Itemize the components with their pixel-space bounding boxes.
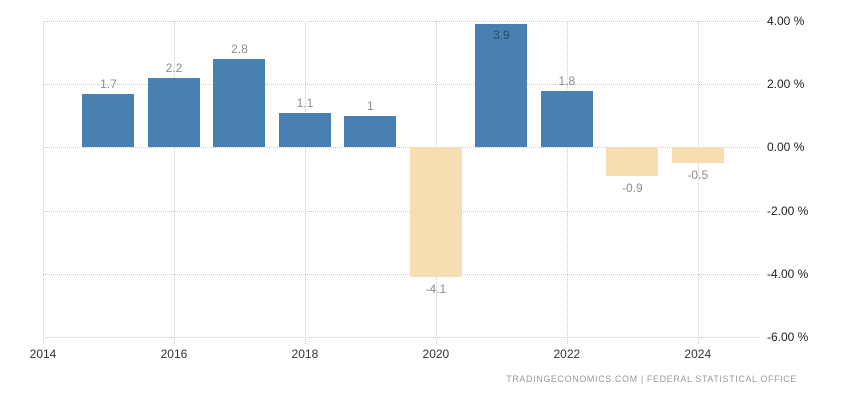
- gridline-horizontal: [43, 210, 760, 212]
- gridline-horizontal: [43, 273, 760, 275]
- x-axis-tick-label: 2024: [684, 347, 712, 361]
- bar-value-label: 1.7: [100, 76, 117, 91]
- bar-2017[interactable]: [213, 58, 266, 148]
- x-axis-tick-label: 2014: [29, 347, 57, 361]
- bar-2023[interactable]: [606, 147, 659, 176]
- bar-value-label: 3.9: [493, 28, 510, 43]
- bar-value-label: 1: [367, 98, 374, 113]
- gridline-horizontal: [43, 84, 760, 86]
- bar-2020[interactable]: [409, 147, 462, 277]
- gridline-vertical: [43, 21, 44, 344]
- gridline-horizontal: [43, 21, 760, 22]
- bar-2022[interactable]: [540, 90, 593, 148]
- bar-2019[interactable]: [344, 115, 397, 148]
- bar-value-label: 1.8: [558, 73, 576, 88]
- y-axis-tick-label: 4.00 %: [767, 14, 805, 28]
- gridline-vertical: [304, 21, 306, 344]
- y-axis-tick-label: -2.00 %: [767, 203, 809, 218]
- x-axis-tick-label: 2018: [291, 347, 319, 361]
- y-axis-tick-label: -4.00 %: [767, 266, 809, 281]
- attribution-text: TRADINGECONOMICS.COM | FEDERAL STATISTIC…: [506, 374, 797, 384]
- x-axis-tick-label: 2022: [553, 347, 581, 361]
- gridline-horizontal: [43, 337, 760, 338]
- y-axis-tick-label: -6.00 %: [767, 330, 809, 344]
- bar-value-label: -4.1: [425, 281, 447, 296]
- bar-value-label: -0.9: [621, 180, 643, 195]
- bar-value-label: -0.5: [687, 168, 709, 183]
- gridline-vertical: [566, 21, 568, 344]
- bar-2016[interactable]: [147, 77, 200, 148]
- gridline-vertical: [173, 21, 175, 344]
- bar-2015[interactable]: [82, 93, 135, 148]
- gridline-horizontal: [43, 147, 760, 149]
- bar-2018[interactable]: [278, 112, 331, 148]
- bar-value-label: 1.1: [296, 95, 314, 110]
- bar-2024[interactable]: [671, 147, 724, 164]
- bar-value-label: 2.8: [231, 41, 248, 56]
- x-axis-tick-label: 2020: [422, 347, 450, 361]
- gridline-vertical: [697, 21, 699, 344]
- x-axis-tick-label: 2016: [160, 347, 188, 361]
- bar-value-label: 2.2: [165, 60, 183, 75]
- y-axis-tick-label: 0.00 %: [767, 140, 805, 155]
- bar-2021[interactable]: [475, 24, 528, 148]
- y-axis-tick-label: 2.00 %: [767, 77, 805, 92]
